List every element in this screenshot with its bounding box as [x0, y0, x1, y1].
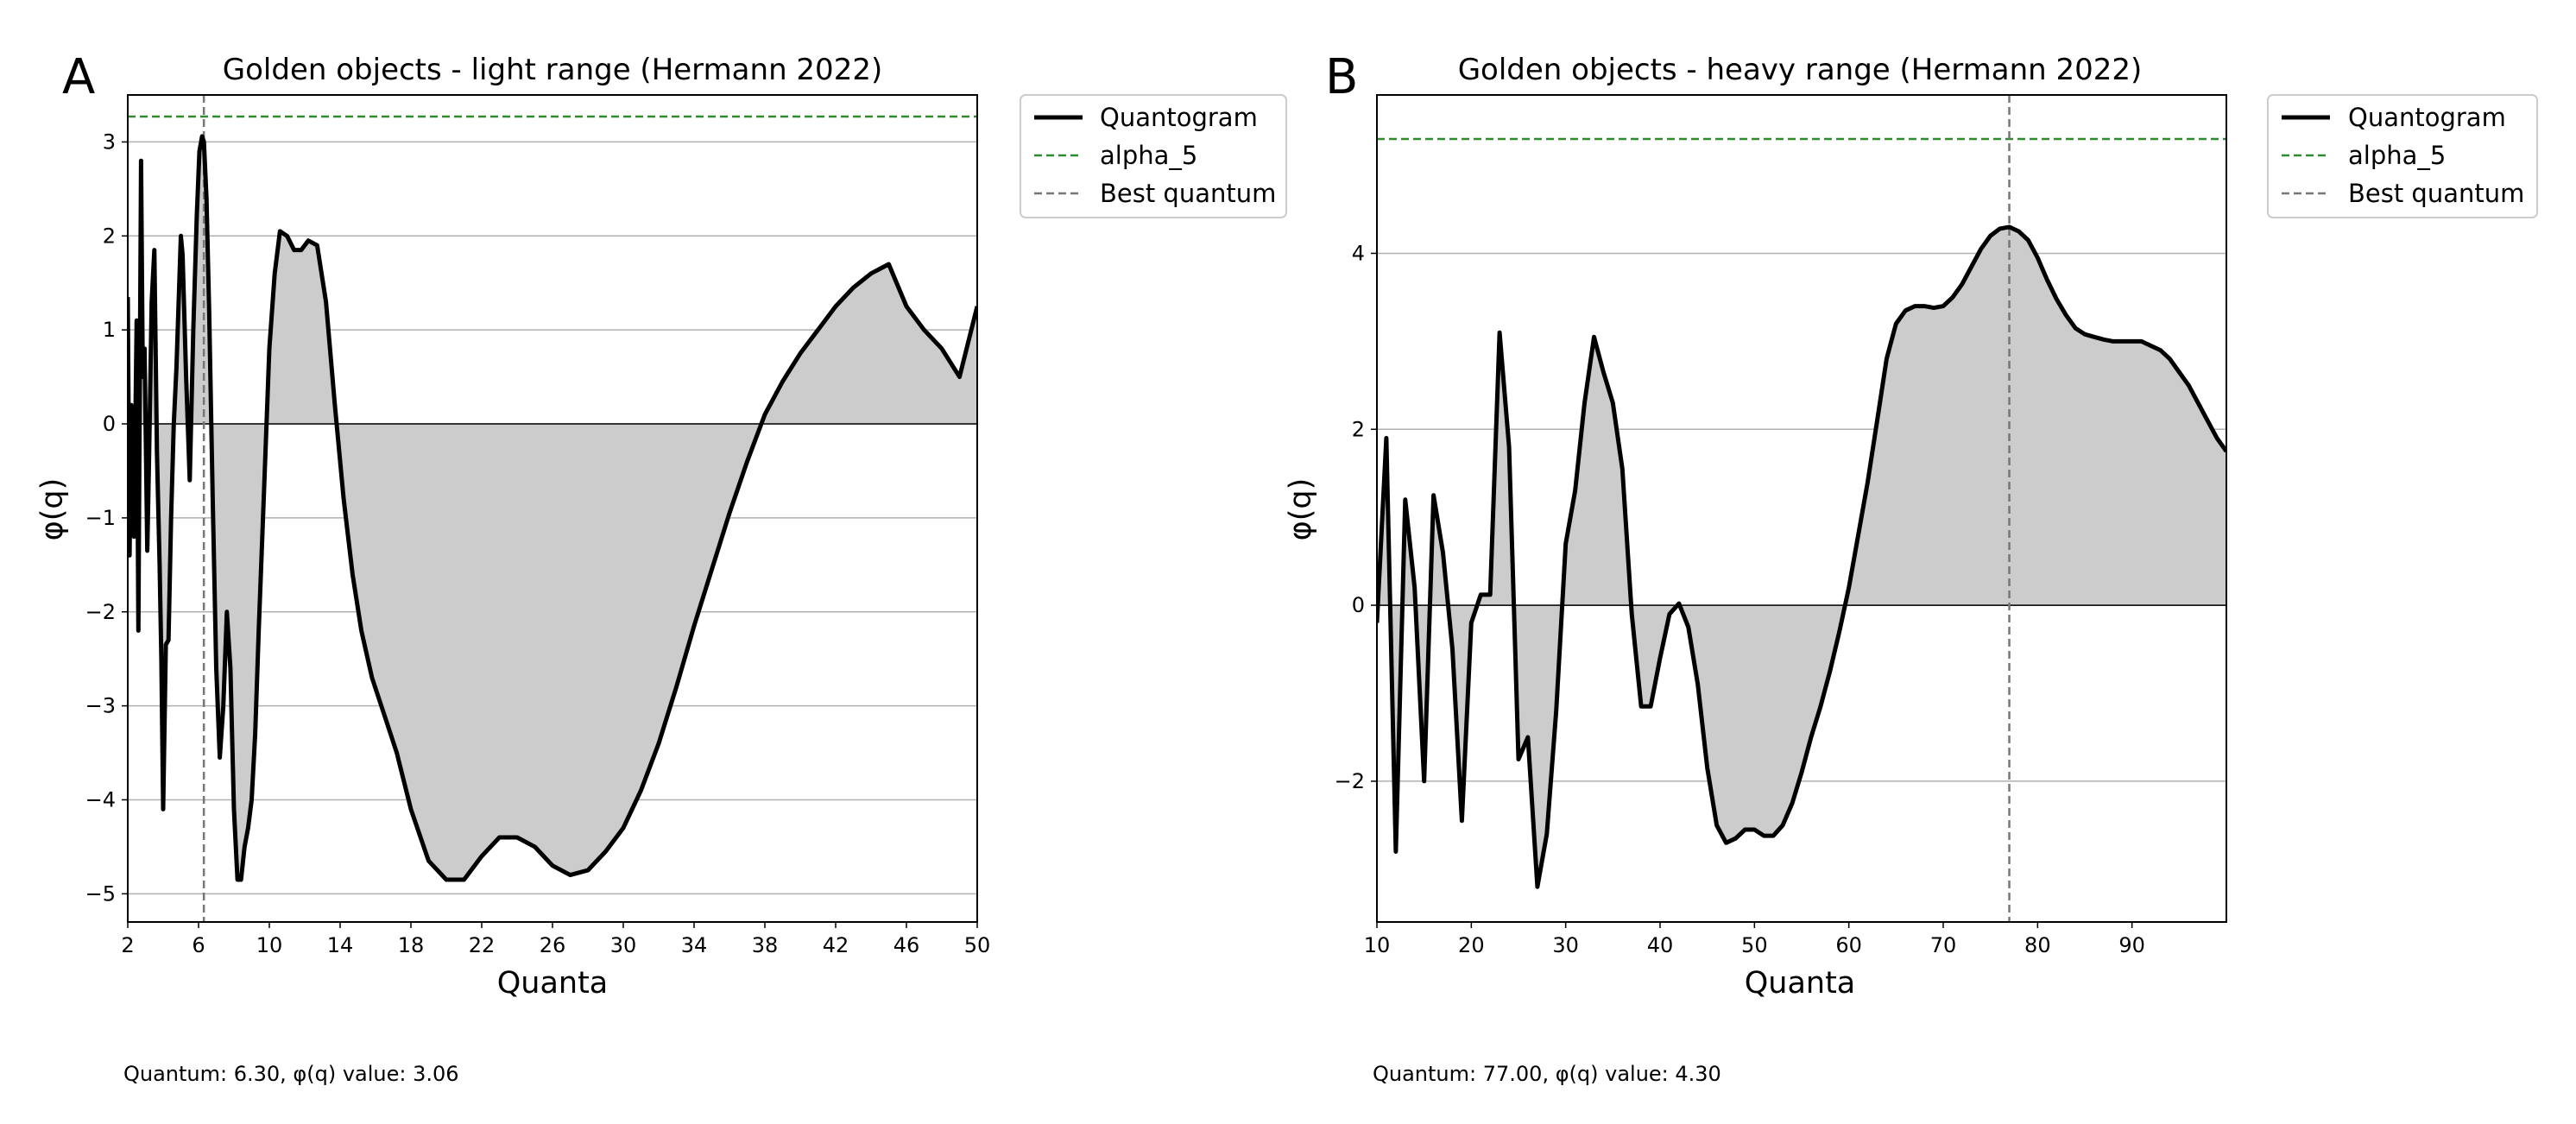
panel-b-xtick-label: 10: [1364, 933, 1391, 957]
panel-a-xtick-label: 10: [256, 933, 283, 957]
panel-b-xtick-label: 50: [1741, 933, 1768, 957]
panel-a-legend-alpha: alpha_5: [1100, 141, 1197, 170]
panel-b-annotation: Quantum: 77.00, φ(q) value: 4.30: [1373, 1062, 1721, 1086]
panel-a-xtick-label: 34: [681, 933, 708, 957]
panel-a-legend-frame: [1020, 94, 1287, 218]
panel-a-ytick-label: 0: [103, 412, 116, 436]
panel-b-xtick-label: 90: [2118, 933, 2145, 957]
panel-a-ylabel: φ(q): [35, 478, 70, 541]
panel-a-xtick-label: 18: [398, 933, 425, 957]
panel-b-legend-best: Best quantum: [2348, 179, 2524, 208]
panel-a-ytick-label: −2: [85, 600, 116, 624]
panel-a: A Golden objects - light range (Hermann …: [35, 49, 1287, 1086]
panel-a-xtick-label: 6: [192, 933, 205, 957]
panel-b-ytick-label: 0: [1352, 593, 1365, 617]
panel-b-legend-alpha: alpha_5: [2348, 141, 2446, 170]
panel-a-ytick-label: −1: [85, 506, 116, 530]
panel-a-xtick-label: 26: [540, 933, 566, 957]
panel-a-xlabel: Quanta: [497, 966, 609, 1001]
panel-b-xtick-label: 80: [2024, 933, 2051, 957]
panel-b-legend-frame: [2267, 94, 2538, 218]
panel-a-letter: A: [62, 49, 95, 105]
panel-b: B Golden objects - heavy range (Hermann …: [1284, 49, 2538, 1086]
panel-a-fill-area: [128, 136, 977, 880]
panel-a-xtick-label: 30: [610, 933, 637, 957]
panel-a-ytick-label: −3: [85, 694, 116, 718]
panel-a-ytick-label: 3: [103, 129, 116, 154]
panel-b-letter: B: [1325, 49, 1358, 105]
panel-b-ytick-label: −2: [1335, 769, 1365, 793]
panel-b-legend-quantogram: Quantogram: [2348, 103, 2506, 132]
panel-a-xtick-label: 50: [964, 933, 991, 957]
panel-a-title: Golden objects - light range (Hermann 20…: [223, 53, 882, 87]
panel-a-xtick-label: 2: [121, 933, 134, 957]
panel-b-xtick-label: 30: [1552, 933, 1579, 957]
panel-b-xtick-label: 20: [1458, 933, 1485, 957]
panel-a-quantogram-line: [128, 134, 977, 882]
panel-a-xtick-label: 46: [893, 933, 920, 957]
panel-b-axes-frame: [1376, 94, 2227, 923]
panel-a-legend: Quantogram alpha_5 Best quantum: [1020, 94, 1287, 218]
panel-b-fill-area: [1377, 226, 2226, 887]
panel-a-annotation: Quantum: 6.30, φ(q) value: 3.06: [123, 1062, 459, 1086]
panel-a-ytick-label: −5: [85, 881, 116, 906]
panel-b-ytick-label: 4: [1352, 241, 1365, 265]
panel-b-quantogram-line: [1377, 224, 2226, 889]
panel-a-legend-quantogram: Quantogram: [1100, 103, 1258, 132]
panel-b-title: Golden objects - heavy range (Hermann 20…: [1458, 53, 2143, 87]
panel-b-plot-area: 420−210 20 30 40 50 60 70 80 90: [1335, 94, 2227, 957]
panel-a-ytick-label: −4: [85, 787, 116, 811]
panel-a-xtick-label: 14: [327, 933, 354, 957]
panel-b-ytick-label: 2: [1352, 417, 1365, 441]
panel-b-xtick-label: 60: [1835, 933, 1862, 957]
panel-a-ytick-label: 1: [103, 318, 116, 342]
panel-a-legend-best: Best quantum: [1100, 179, 1276, 208]
panel-b-xtick-label: 70: [1930, 933, 1957, 957]
panel-b-xlabel: Quanta: [1745, 966, 1856, 1001]
panel-b-ylabel: φ(q): [1284, 478, 1318, 541]
panel-b-xtick-label: 40: [1647, 933, 1674, 957]
panel-b-legend: Quantogram alpha_5 Best quantum: [2267, 94, 2538, 218]
panel-a-xtick-label: 38: [752, 933, 779, 957]
panel-a-xtick-label: 42: [823, 933, 849, 957]
panel-a-ytick-label: 2: [103, 224, 116, 248]
panel-a-xtick-label: 22: [469, 933, 496, 957]
